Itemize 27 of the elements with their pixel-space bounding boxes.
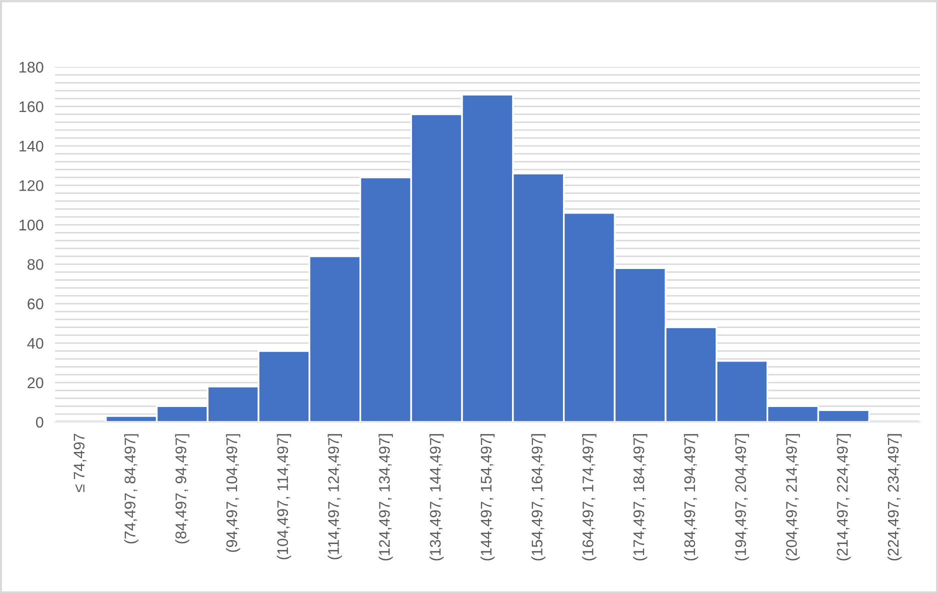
- x-tick-label: ≤ 74,497: [74, 434, 86, 492]
- x-tick-label: (74,497, 84,497]: [124, 434, 138, 544]
- y-tick-label: 120: [20, 180, 44, 192]
- y-tick-label: 160: [20, 101, 44, 112]
- x-tick-label: (104,497, 114,497]: [276, 434, 292, 560]
- x-tick-label: (204,497, 214,497]: [786, 434, 800, 560]
- x-tick-label: (184,497, 194,497]: [684, 434, 698, 560]
- x-tick-label: (154,497, 164,497]: [531, 434, 546, 560]
- y-tick-label: 60: [28, 298, 44, 310]
- y-tick-label: 40: [27, 338, 44, 349]
- y-tick-label: 100: [20, 220, 44, 230]
- x-tick-label: (164,497, 174,497]: [582, 434, 596, 560]
- y-tick-label: 180: [20, 62, 44, 73]
- x-tick-label: (124,497, 134,497]: [378, 434, 393, 560]
- x-tick-label: (94,497, 104,497]: [226, 434, 240, 552]
- y-tick-label: 140: [20, 140, 44, 152]
- x-tick-label: (214,497, 224,497]: [836, 434, 851, 560]
- y-tick-label: 20: [28, 377, 44, 388]
- y-tick-label: 80: [28, 259, 44, 270]
- x-tick-label: (194,497, 204,497]: [734, 434, 750, 560]
- x-tick-label: (134,497, 144,497]: [429, 434, 444, 560]
- x-tick-label: (224,497, 234,497]: [887, 434, 902, 560]
- x-tick-label: (84,497, 94,497]: [175, 434, 190, 544]
- x-tick-label: (174,497, 184,497]: [633, 434, 648, 560]
- x-tick-label: (144,497, 154,497]: [480, 434, 495, 560]
- x-tick-label: (114,497, 124,497]: [328, 434, 342, 560]
- y-tick-label: 0: [36, 416, 44, 428]
